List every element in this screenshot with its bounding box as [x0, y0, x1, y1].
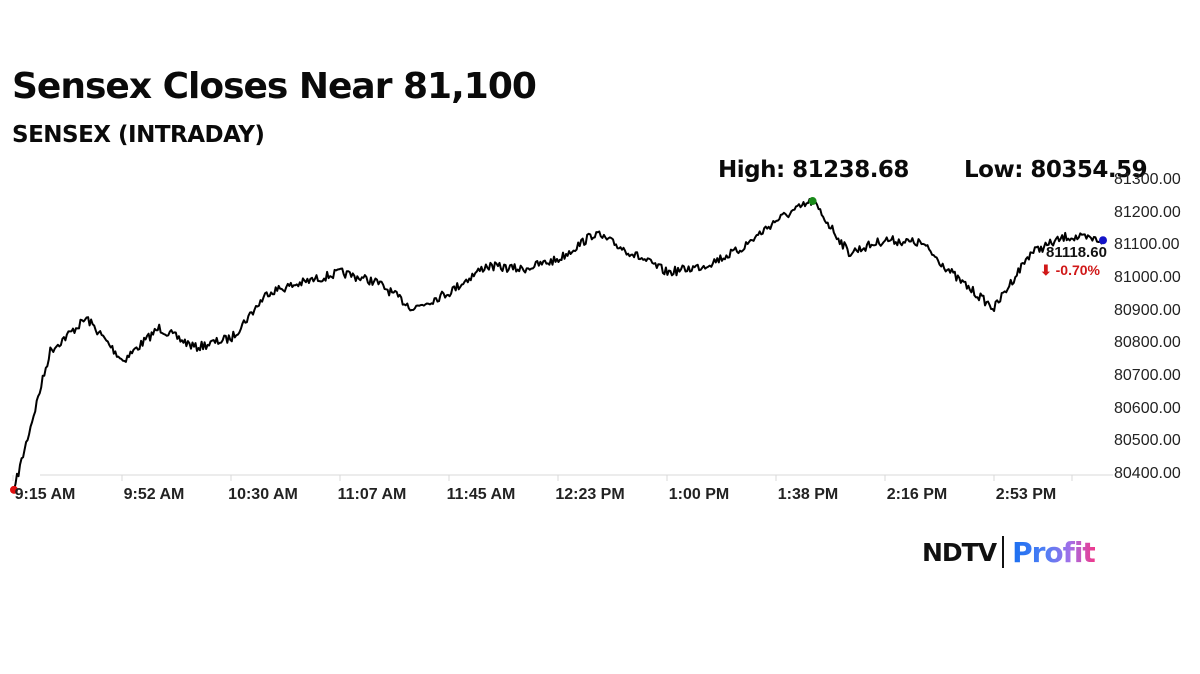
close-marker: [1099, 236, 1107, 245]
y-tick-label: 81100.00: [1114, 236, 1180, 254]
profit-wordmark: Profit: [1012, 535, 1096, 569]
x-tick-label: 11:45 AM: [446, 486, 516, 503]
x-tick-label: 2:16 PM: [886, 486, 948, 503]
x-tick-label: 2:53 PM: [995, 486, 1057, 503]
x-tick-label: 1:00 PM: [668, 486, 730, 503]
y-tick-label: 81300.00: [1114, 171, 1181, 188]
y-tick-label: 81200.00: [1114, 203, 1181, 221]
ndtv-wordmark: NDTV: [922, 537, 997, 567]
x-tick-label: 10:30 AM: [228, 486, 298, 503]
sensex-price-line: [13, 198, 1104, 491]
y-tick-label: 80500.00: [1114, 432, 1181, 450]
y-tick-label: 81000.00: [1114, 269, 1181, 286]
y-tick-label: 80800.00: [1114, 334, 1181, 352]
open-low-marker: [10, 485, 18, 494]
high-marker: [808, 197, 817, 206]
high-label: High: 81238.68: [718, 157, 909, 183]
y-tick-label: 80900.00: [1114, 301, 1181, 319]
chart-title: Sensex Closes Near 81,100: [12, 66, 537, 107]
x-tick-label: 9:15 AM: [14, 486, 76, 503]
y-tick-label: 80400.00: [1114, 465, 1181, 482]
chart-subtitle: SENSEX (INTRADAY): [12, 122, 265, 148]
x-tick-label: 1:38 PM: [777, 486, 839, 503]
y-tick-label: 80700.00: [1114, 367, 1181, 384]
x-tick-label: 12:23 PM: [555, 486, 625, 503]
x-tick-label: 11:07 AM: [337, 486, 407, 503]
ndtv-profit-logo: NDTV Profit: [922, 534, 1096, 570]
low-label: Low: 80354.59: [964, 157, 1148, 183]
close-value-label: 81118.60: [1046, 244, 1107, 261]
x-tick-label: 9:52 AM: [123, 486, 185, 503]
close-change-label: ⬇ -0.70%: [1040, 262, 1100, 278]
logo-divider: [1002, 536, 1005, 568]
y-tick-label: 80600.00: [1114, 399, 1181, 417]
